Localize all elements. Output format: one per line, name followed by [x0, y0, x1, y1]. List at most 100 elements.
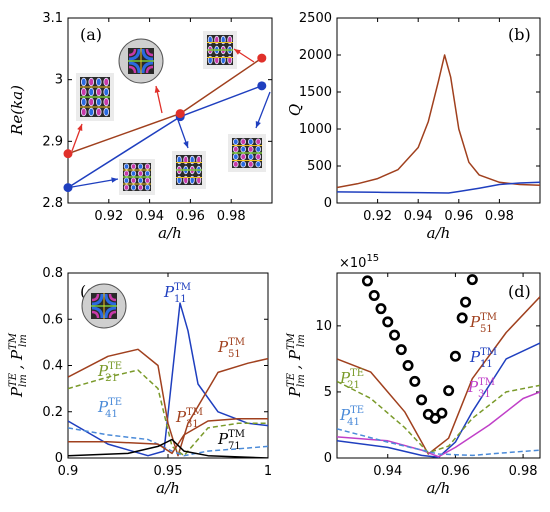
- mode-pattern-image: [228, 134, 266, 172]
- series-line-3: [337, 380, 540, 454]
- arrow: [177, 119, 189, 149]
- panel-b: 0.92 0.94 0.96 0.98 0 500 1000 1500 2000 2500 a/h Q…: [286, 11, 541, 242]
- series-line-5: [68, 438, 268, 458]
- x-tick-label: 0.98: [485, 209, 514, 224]
- panel-label: (a): [80, 25, 102, 44]
- y-tick-label: 5: [324, 385, 332, 400]
- data-point: [409, 375, 421, 387]
- y-tick-label: 500: [307, 159, 332, 174]
- data-point: [375, 303, 387, 315]
- x-tick-label: 0.9: [58, 464, 79, 479]
- panel-label: (b): [508, 25, 531, 44]
- y-axis-label: PTElm , PTMlm: [286, 332, 307, 398]
- y-axis-label: PTElm , PTMlm: [8, 332, 29, 398]
- curve-label: PTM 31: [175, 407, 203, 430]
- x-tick-label: 0.92: [94, 209, 123, 224]
- data-point: [395, 344, 407, 356]
- data-point: [436, 407, 448, 419]
- curve-label: PTM 71: [217, 429, 245, 452]
- y-axis-label: Re(ka): [8, 85, 26, 136]
- y-tick-label: 1000: [299, 122, 332, 137]
- curve-label: PTM 11: [469, 347, 497, 370]
- axes-frame: [67, 17, 273, 204]
- panel-a: 0.92 0.94 0.96 0.98 2.8 2.9 3 3.1 a/h Re(ka) (a): [8, 11, 273, 242]
- series-line-2: [68, 369, 268, 457]
- series-line-1: [337, 181, 540, 194]
- axes-frame: [336, 17, 541, 204]
- data-point: [443, 385, 455, 397]
- data-point: [382, 316, 394, 328]
- x-tick-label: 0.94: [404, 209, 433, 224]
- y-tick-label: 10: [315, 319, 332, 334]
- series-line-1: [337, 342, 540, 458]
- series-line-2: [337, 391, 540, 458]
- series-line-4: [68, 417, 268, 455]
- data-point: [449, 350, 461, 362]
- x-tick-label: 0.96: [444, 209, 473, 224]
- arrow: [154, 85, 163, 114]
- y-axis-label: Q: [286, 104, 304, 116]
- data-point: [460, 296, 472, 308]
- y-tick-label: 2.8: [42, 196, 63, 211]
- y-tick-label: 3: [55, 73, 63, 88]
- data-point: [389, 329, 401, 341]
- panel-label: (d): [508, 282, 531, 301]
- data-point: [63, 183, 73, 193]
- series-line-0: [337, 296, 540, 455]
- series-line-4: [337, 428, 540, 457]
- y-tick-label: 0: [324, 196, 332, 211]
- x-tick-label: 0.98: [217, 209, 246, 224]
- y-tick-label: 2.9: [42, 134, 63, 149]
- series-line-0: [337, 54, 540, 189]
- mode-pattern-image: [119, 159, 155, 195]
- y-tick-label: 1500: [299, 85, 332, 100]
- y-tick-label: 0: [324, 451, 332, 466]
- data-point: [63, 149, 73, 159]
- x-tick-label: 0.95: [154, 464, 183, 479]
- curve-label: PTM 51: [469, 312, 497, 335]
- x-tick-label: 1: [264, 464, 272, 479]
- arrow: [71, 123, 83, 152]
- y-tick-label: 0.6: [42, 312, 63, 327]
- x-tick-label: 0.98: [509, 464, 538, 479]
- x-axis-label: a/h: [427, 479, 451, 497]
- curve-label: PTM 31: [467, 377, 495, 400]
- y-exponent: ×1015: [339, 253, 379, 271]
- data-point: [361, 275, 373, 287]
- arrow: [233, 48, 255, 63]
- data-point: [456, 312, 468, 324]
- data-point: [416, 394, 428, 406]
- x-tick-label: 0.96: [441, 464, 470, 479]
- y-tick-label: 3.1: [42, 11, 63, 26]
- data-point: [175, 109, 185, 119]
- mode-pattern-image: [203, 31, 237, 69]
- data-point: [257, 81, 267, 91]
- x-axis-label: a/h: [427, 224, 451, 242]
- y-tick-label: 0.4: [42, 359, 63, 374]
- mode-pattern-circle-image: [81, 283, 127, 329]
- y-tick-label: 2500: [299, 11, 332, 26]
- y-tick-label: 0.8: [42, 266, 63, 281]
- y-tick-label: 2000: [299, 48, 332, 63]
- mode-pattern-circle-image: [118, 38, 164, 84]
- x-tick-label: 0.94: [135, 209, 164, 224]
- curve-label: PTE 41: [339, 405, 364, 428]
- x-axis-label: a/h: [158, 224, 182, 242]
- arrow: [255, 91, 271, 129]
- x-tick-label: 0.96: [176, 209, 205, 224]
- data-point: [466, 274, 478, 286]
- x-tick-label: 0.92: [363, 209, 392, 224]
- series-line-3: [68, 427, 268, 457]
- x-tick-label: 0.94: [373, 464, 402, 479]
- curve-label: PTM 51: [217, 337, 245, 360]
- curve-label: PTE 21: [97, 361, 122, 384]
- y-tick-label: 0: [55, 451, 63, 466]
- data-point: [368, 289, 380, 301]
- mode-pattern-image: [76, 73, 114, 121]
- mode-pattern-image: [172, 151, 206, 189]
- data-point: [402, 359, 414, 371]
- x-axis-label: a/h: [156, 479, 180, 497]
- arrow: [71, 177, 119, 188]
